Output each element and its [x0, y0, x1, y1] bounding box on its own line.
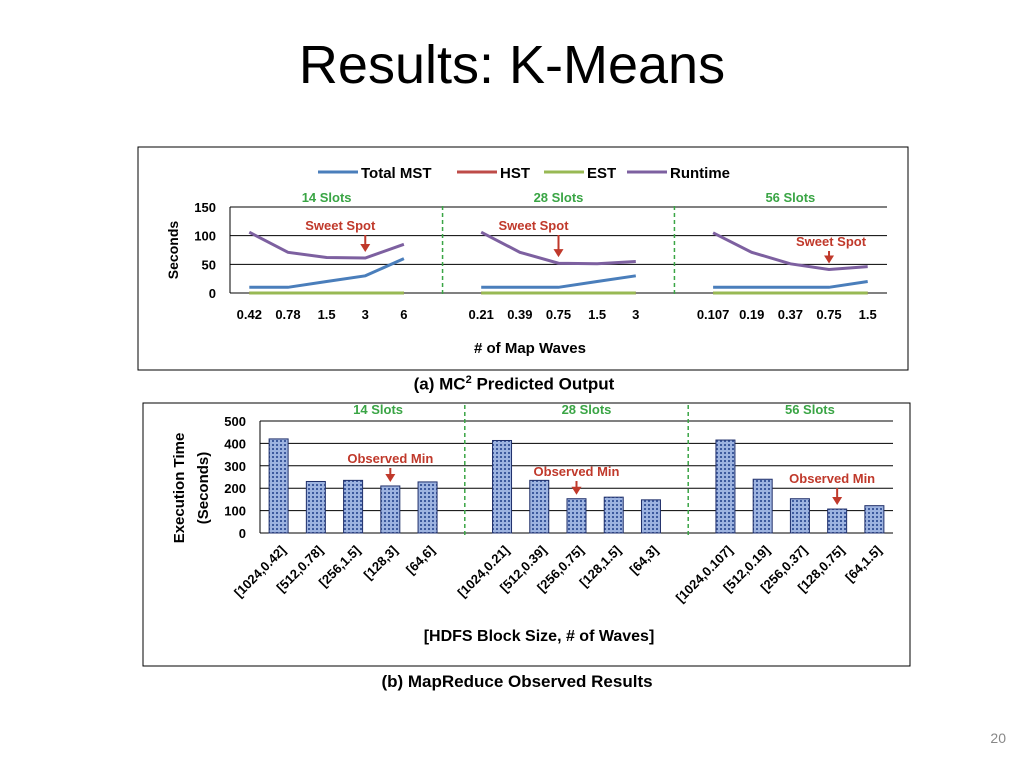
group-slots-label: 56 Slots	[765, 190, 815, 205]
annotation-arrow-head	[553, 249, 564, 258]
annotation-label: Observed Min	[534, 464, 620, 479]
x-tick-label: 3	[632, 307, 639, 322]
y-tick-label: 150	[194, 200, 216, 215]
annotation-label: Observed Min	[347, 451, 433, 466]
bar	[715, 439, 736, 534]
y-tick-label: 100	[224, 504, 246, 519]
bar	[305, 480, 326, 534]
y-tick-label: 0	[239, 526, 246, 541]
x-tick-label: 0.19	[739, 307, 764, 322]
y-tick-label: 50	[202, 257, 216, 272]
chart-a-frame	[137, 146, 909, 371]
group-slots-label: 28 Slots	[562, 402, 612, 417]
x-tick-label: 0.107	[697, 307, 730, 322]
x-axis-title: [HDFS Block Size, # of Waves]	[424, 628, 655, 645]
series-line-total-mst	[249, 257, 405, 289]
bar	[343, 479, 364, 534]
legend-label: Total MST	[361, 165, 432, 182]
bar	[603, 496, 624, 534]
y-axis-title-line2: (Seconds)	[195, 452, 212, 525]
series-line-runtime	[480, 230, 636, 266]
annotation-label: Sweet Spot	[796, 234, 867, 249]
y-tick-label: 400	[224, 436, 246, 451]
group-slots-label: 56 Slots	[785, 402, 835, 417]
chart-a-caption: (a) MC2 Predicted Output	[2, 374, 1024, 395]
bar	[492, 439, 513, 534]
annotation-label: Sweet Spot	[305, 218, 376, 233]
chart-a-caption-prefix: (a) MC	[413, 374, 466, 394]
y-tick-label: 100	[194, 229, 216, 244]
legend-label: EST	[587, 165, 616, 182]
bar	[789, 498, 810, 534]
chart-b-caption: (b) MapReduce Observed Results	[381, 672, 653, 691]
x-tick-label: 0.42	[237, 307, 262, 322]
y-tick-label: 200	[224, 481, 246, 496]
group-slots-label: 28 Slots	[534, 190, 584, 205]
x-tick-label: 1.5	[859, 307, 877, 322]
y-tick-label: 0	[209, 286, 216, 301]
annotation-label: Observed Min	[789, 471, 875, 486]
bar	[417, 481, 438, 534]
annotation-label: Sweet Spot	[498, 218, 569, 233]
y-tick-label: 300	[224, 459, 246, 474]
chart-a-caption-suffix: Predicted Output	[471, 374, 615, 394]
x-tick-label: 0.37	[778, 307, 803, 322]
annotation-arrow-head	[571, 486, 582, 495]
legend-label: Runtime	[670, 165, 730, 182]
annotation-arrow-head	[360, 244, 371, 253]
series-line-total-mst	[481, 274, 637, 289]
x-tick-label: 3	[362, 307, 369, 322]
y-tick-label: 500	[224, 414, 246, 429]
x-tick-label: 0.75	[816, 307, 841, 322]
bar	[566, 498, 587, 534]
slide-number: 20	[990, 730, 1006, 746]
annotation-arrow-head	[824, 255, 835, 264]
annotation-arrow-head	[385, 473, 396, 482]
x-tick-label: 6	[400, 307, 407, 322]
series-line-total-mst	[713, 280, 868, 289]
group-slots-label: 14 Slots	[302, 190, 352, 205]
slide-title: Results: K-Means	[298, 35, 726, 95]
bar	[827, 508, 848, 534]
group-slots-label: 14 Slots	[353, 402, 403, 417]
x-tick-label: 0.21	[469, 307, 494, 322]
y-axis-title-line1: Execution Time	[171, 433, 188, 544]
x-tick-label: 0.39	[507, 307, 532, 322]
x-axis-title: # of Map Waves	[474, 340, 586, 357]
legend-label: HST	[500, 165, 530, 182]
x-tick-label: 0.75	[546, 307, 571, 322]
x-tick-label: 1.5	[318, 307, 336, 322]
bar	[380, 485, 401, 534]
bar	[864, 505, 885, 534]
bar	[529, 479, 550, 534]
series-line-runtime	[248, 230, 405, 260]
x-tick-label: 0.78	[275, 307, 300, 322]
y-axis-title: Seconds	[165, 221, 181, 280]
bar	[752, 478, 773, 534]
series-line-runtime	[712, 231, 868, 272]
chart-a-caption-superscript: 2	[465, 374, 472, 386]
x-tick-label: 1.5	[588, 307, 606, 322]
annotation-arrow-head	[832, 497, 843, 506]
chart-b-frame	[142, 402, 911, 667]
bar	[268, 438, 289, 534]
bar	[640, 499, 661, 534]
